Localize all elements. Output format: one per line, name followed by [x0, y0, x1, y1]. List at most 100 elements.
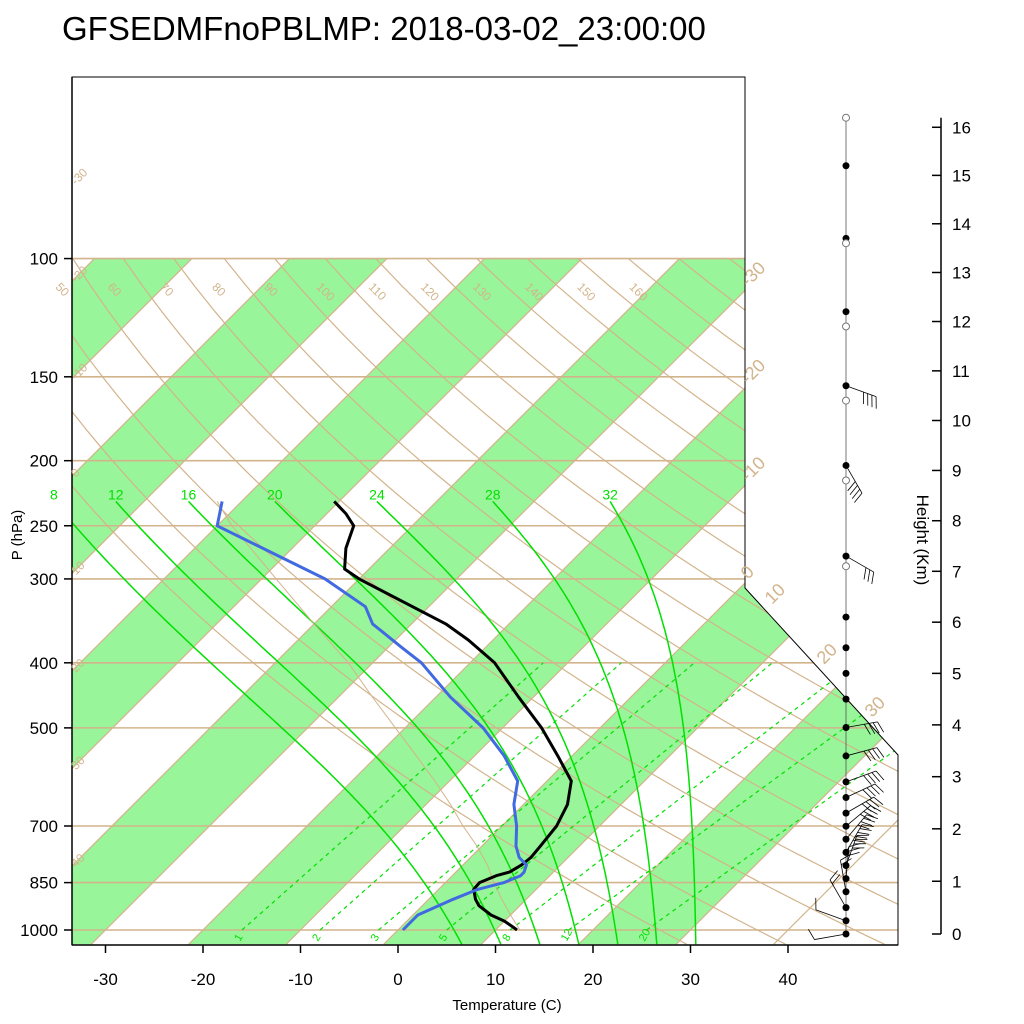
wind-level-open-dot	[842, 113, 850, 122]
moist-adiabat-line	[72, 500, 463, 945]
isotherm-line	[72, 258, 193, 945]
wind-barb-feather	[877, 721, 884, 733]
isotherm-line	[383, 258, 898, 945]
x-tick-label: 0	[393, 970, 402, 989]
y-tick-label: 850	[30, 874, 58, 893]
wind-barb-feather	[852, 839, 865, 843]
wind-barb-feather	[808, 929, 815, 940]
wind-barb-feather	[861, 803, 872, 812]
wind-barb	[845, 783, 884, 799]
mixing-ratio-line	[319, 662, 622, 931]
x-axis-label: Temperature (C)	[452, 997, 561, 1014]
mixing-ratio-line	[446, 662, 773, 931]
wind-barb-feather	[865, 801, 876, 810]
height-axis-label: Height (Km)	[913, 495, 932, 586]
height-tick-label: 10	[952, 412, 971, 431]
dry-adiabat-line	[122, 258, 898, 945]
moist-adiabat-line	[492, 500, 658, 945]
wind-barb-feather	[859, 828, 872, 831]
height-tick-label: 2	[952, 820, 961, 839]
dry-adiabat-label: 150	[574, 280, 598, 304]
moist-adiabat-label: 32	[602, 486, 618, 502]
wind-barb-feather	[866, 814, 879, 820]
wind-barb-shaft	[845, 824, 863, 853]
wind-level-dot	[842, 669, 850, 677]
isotherm-label: 30	[861, 693, 889, 721]
height-tick-label: 9	[952, 461, 961, 480]
height-tick-label: 1	[952, 872, 961, 891]
wind-barb	[845, 721, 884, 735]
isotherm-line	[675, 258, 898, 945]
wind-barb-shaft	[845, 385, 877, 398]
wind-level-open-dot	[842, 239, 850, 248]
wind-barb	[845, 824, 874, 853]
temperature-band	[72, 258, 387, 945]
sounding-series-group	[215, 500, 573, 932]
x-tick-label: -20	[191, 970, 216, 989]
moist-adiabat-line	[609, 501, 697, 945]
y-tick-label: 100	[30, 250, 58, 269]
wind-barb-shaft	[814, 933, 847, 940]
wind-barb-feather	[829, 870, 838, 881]
wind-barb-feather	[863, 775, 872, 785]
wind-barb-feather	[871, 772, 880, 782]
height-tick-label: 4	[952, 716, 961, 735]
wind-barb-shaft	[845, 805, 871, 827]
wind-level-dot	[842, 162, 850, 170]
wind-barb-shaft	[845, 796, 874, 814]
grid-line-group	[72, 257, 898, 945]
moist-adiabat-label: 12	[108, 486, 124, 502]
moist-adiabat-line	[274, 500, 580, 945]
mixing-ratio-label: 5	[437, 932, 450, 943]
wind-barb-feather	[863, 724, 871, 735]
height-tick-label: 15	[952, 166, 971, 185]
wind-barb-feather	[872, 722, 880, 734]
height-tick-label: 12	[952, 313, 971, 332]
mixing-ratio-label: 1	[232, 932, 245, 943]
isotherm-line	[72, 258, 680, 945]
wind-level-dot	[842, 695, 850, 703]
wind-barb-feather	[854, 492, 863, 503]
dry-adiabat-line	[72, 258, 885, 945]
moist-adiabat-line	[187, 500, 541, 945]
wind-level-open-dot	[842, 562, 850, 571]
x-tick-label: 40	[779, 970, 798, 989]
wind-barb-feather	[851, 489, 861, 499]
y-tick-label: 500	[30, 719, 58, 738]
isotherm-line	[72, 258, 388, 945]
wind-barb-shaft	[840, 860, 847, 892]
mixing-ratio-line	[509, 662, 856, 931]
wind-barb	[845, 555, 875, 584]
wind-barb-shaft	[845, 555, 874, 573]
wind-barb	[815, 897, 847, 922]
wind-barb	[808, 929, 847, 940]
wind-barb-shaft	[845, 783, 876, 798]
dry-adiabat-line	[223, 258, 898, 945]
x-tick-label: 30	[681, 970, 700, 989]
height-tick-label: 11	[952, 362, 970, 381]
y-tick-label: 150	[30, 368, 58, 387]
wind-barb-feather	[870, 785, 880, 795]
wind-barb-shaft	[829, 879, 847, 908]
temperature-band	[578, 258, 898, 945]
wind-level-dot	[842, 644, 850, 652]
wind-barb-feather	[867, 569, 871, 582]
wind-barb-feather	[871, 572, 875, 584]
moist-adiabat-label: 24	[369, 486, 385, 502]
x-tick-label: -30	[93, 970, 118, 989]
dry-adiabat-label: 120	[418, 280, 442, 304]
temperature-trace	[333, 500, 573, 932]
wind-barb-feather	[862, 789, 872, 799]
dry-adiabat-line	[72, 258, 898, 945]
wind-barb-feather	[841, 858, 852, 866]
isotherm-line	[72, 258, 290, 945]
moist-adiabat-label: 16	[181, 486, 197, 502]
wind-barb	[845, 385, 877, 409]
wind-barb-feather	[857, 832, 870, 835]
dry-adiabat-line	[375, 258, 898, 945]
mixing-ratio-line	[378, 662, 695, 931]
wind-barb-feather	[855, 835, 868, 839]
x-tick-label: -10	[288, 970, 313, 989]
wind-barb-feather	[861, 824, 874, 827]
